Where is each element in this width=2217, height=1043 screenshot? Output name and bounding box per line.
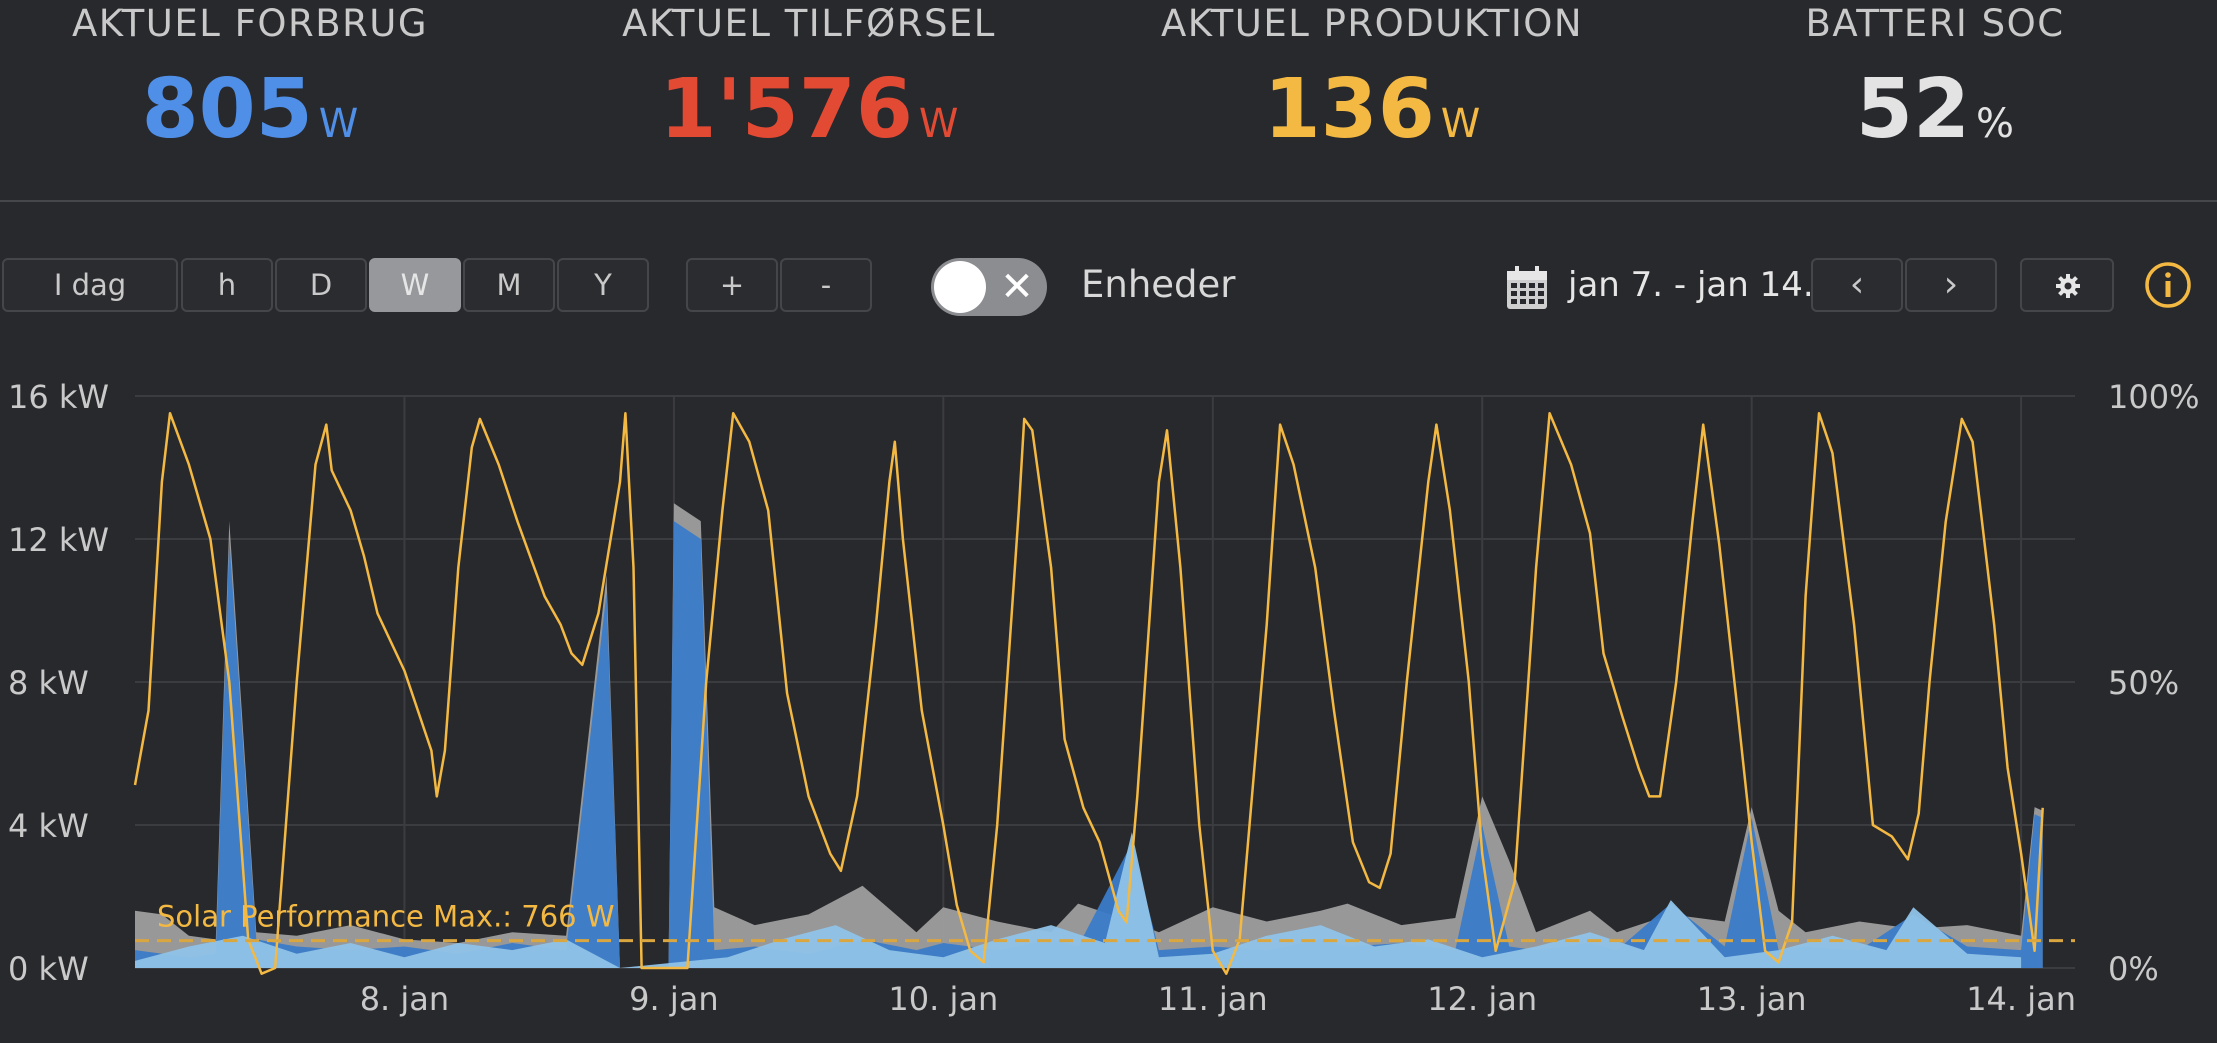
chart-annotation: Solar Performance Max.: 766 W [135,900,2075,943]
kpi-consumption: AKTUEL FORBRUG 805 W [0,0,550,151]
zoom-out-button[interactable]: - [780,258,872,312]
x-tick-label: 10. jan [888,980,998,1018]
series-production [135,832,2022,968]
kpi-battery-number: 52 [1855,62,1971,157]
solar-max-label: Solar Performance Max.: 766 W [157,900,615,934]
x-tick-label: 12. jan [1427,980,1537,1018]
info-icon[interactable] [2144,261,2192,309]
kpi-feed: AKTUEL TILFØRSEL 1'576 W [509,0,1109,151]
y-right-tick-label: 100% [2108,378,2199,416]
y-left-tick-label: 0 kW [8,950,89,988]
chart-axes: 16 kW 12 kW 8 kW 4 kW 0 kW 100% 50% 0% 8. jan 9. … [8,378,2199,1018]
today-button[interactable]: I dag [2,258,178,312]
y-right-tick-label: 50% [2108,664,2179,702]
kpi-battery-label: BATTERI SOC [1805,2,2065,45]
kpi-consumption-label: AKTUEL FORBRUG [71,2,429,45]
series-consumption [135,521,2043,968]
period-day-button[interactable]: D [275,258,367,312]
kpi-production-label: AKTUEL PRODUKTION [1160,2,1584,45]
kpi-production: AKTUEL PRODUKTION 136 W [1072,0,1672,151]
x-tick-label: 9. jan [629,980,718,1018]
chart-grid [135,395,2075,969]
y-right-tick-label: 0% [2108,950,2159,988]
kpi-consumption-number: 805 [141,62,313,157]
toggle-knob [934,261,986,313]
kpi-feed-value: 1'576 W [509,69,1109,151]
y-left-tick-label: 8 kW [8,664,89,702]
kpi-bar: AKTUEL FORBRUG 805 W AKTUEL TILFØRSEL 1'5… [0,0,2217,202]
x-tick-label: 8. jan [360,980,449,1018]
x-tick-label: 14. jan [1966,980,2076,1018]
period-year-button[interactable]: Y [557,258,649,312]
kpi-battery-value: 52% [1635,69,2217,151]
gear-icon [2056,274,2080,298]
y-left-tick-label: 12 kW [8,521,109,559]
kpi-battery-unit: % [1976,101,2015,147]
next-period-button[interactable]: › [1905,258,1997,312]
kpi-feed-unit: W [918,101,959,147]
calendar-icon[interactable] [1506,266,1548,310]
chart-soc-line [133,411,2044,975]
units-toggle[interactable]: ✕ [931,258,1047,316]
x-tick-label: 13. jan [1697,980,1807,1018]
y-left-tick-label: 16 kW [8,378,109,416]
kpi-consumption-unit: W [318,101,359,147]
period-week-button[interactable]: W [369,258,461,312]
kpi-battery: BATTERI SOC 52% [1635,0,2217,151]
x-tick-label: 11. jan [1158,980,1268,1018]
kpi-feed-number: 1'576 [659,62,913,157]
y-left-tick-label: 4 kW [8,807,89,845]
period-hour-button[interactable]: h [181,258,273,312]
zoom-in-button[interactable]: + [686,258,778,312]
energy-chart: Solar Performance Max.: 766 W 16 kW 12 kW… [8,378,2199,1018]
series-battery_soc [133,411,2044,975]
close-icon: ✕ [1000,264,1034,310]
kpi-consumption-value: 805 W [0,69,550,151]
date-range-label[interactable]: jan 7. - jan 14. [1568,265,1814,305]
kpi-production-number: 136 [1263,62,1435,157]
units-toggle-label: Enheder [1081,263,1236,306]
settings-button[interactable] [2020,258,2114,312]
kpi-production-value: 136 W [1072,69,1672,151]
prev-period-button[interactable]: ‹ [1811,258,1903,312]
chart-areas [135,503,2043,968]
period-month-button[interactable]: M [463,258,555,312]
kpi-production-unit: W [1440,101,1481,147]
kpi-feed-label: AKTUEL TILFØRSEL [622,2,996,45]
